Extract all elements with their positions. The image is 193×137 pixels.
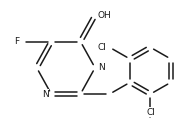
Text: N: N: [42, 89, 48, 99]
Text: Cl: Cl: [98, 43, 107, 52]
Text: N: N: [98, 63, 105, 72]
Text: F: F: [14, 37, 19, 46]
Text: Cl: Cl: [146, 108, 155, 117]
Text: OH: OH: [98, 11, 112, 20]
